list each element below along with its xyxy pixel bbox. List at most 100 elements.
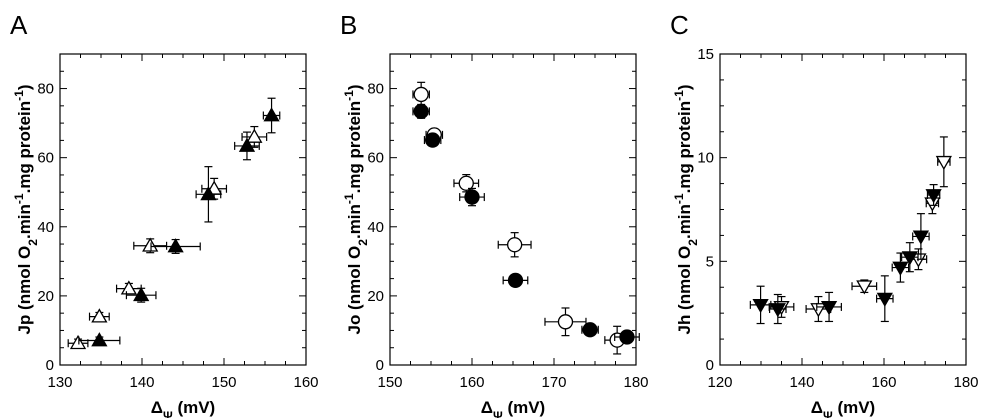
x-tick-label: 120	[707, 374, 732, 391]
data-point	[195, 166, 222, 223]
x-tick-label: 140	[129, 374, 154, 391]
filled-triangle-down-marker	[820, 301, 838, 316]
y-tick-label: 15	[697, 46, 714, 63]
open-triangle-down-marker	[935, 155, 952, 171]
series-open-triangle-up	[67, 125, 268, 350]
x-tick-label: 180	[623, 374, 648, 391]
y-tick-label: 80	[37, 81, 54, 98]
open-circle-marker	[413, 86, 429, 103]
data-point	[816, 291, 842, 323]
data-point	[234, 131, 260, 161]
filled-triangle-up-marker	[91, 332, 108, 347]
data-point	[497, 232, 532, 258]
open-triangle-up-marker	[142, 237, 159, 252]
x-tick-label: 160	[293, 374, 318, 391]
data-point	[115, 280, 142, 295]
panel-letter: C	[670, 10, 689, 40]
data-point	[769, 293, 787, 325]
filled-triangle-up-marker	[238, 137, 256, 152]
open-circle-marker	[458, 175, 474, 191]
y-tick-label: 0	[706, 357, 714, 374]
data-point	[502, 272, 529, 288]
filled-circle-marker	[464, 189, 480, 205]
filled-circle-marker	[507, 272, 524, 288]
panel-letter: A	[10, 10, 28, 40]
filled-circle-marker	[582, 322, 598, 338]
x-tick-label: 130	[47, 374, 72, 391]
series-filled-triangle-up	[78, 97, 281, 347]
data-point	[581, 322, 599, 338]
x-axis-label: ΔΨ (mV)	[151, 398, 215, 418]
data-point	[133, 237, 168, 254]
y-tick-label: 20	[37, 288, 54, 305]
filled-triangle-up-marker	[133, 286, 150, 302]
y-tick-label: 10	[697, 150, 714, 167]
data-point	[459, 187, 485, 207]
data-point	[749, 285, 772, 325]
x-axis-label: ΔΨ (mV)	[481, 398, 545, 418]
series-open-triangle-down	[768, 136, 952, 323]
series-filled-circle	[412, 103, 640, 345]
data-point	[614, 329, 640, 345]
data-point	[125, 286, 157, 303]
open-circle-marker	[506, 237, 523, 253]
data-point	[150, 238, 201, 254]
filled-circle-marker	[424, 132, 441, 148]
x-tick-label: 150	[211, 374, 236, 391]
panel-letter: B	[340, 10, 357, 40]
data-point	[876, 275, 894, 323]
plot-frame	[389, 53, 637, 366]
data-point	[262, 97, 281, 134]
y-tick-label: 20	[367, 288, 384, 305]
y-tick-label: 0	[376, 357, 384, 374]
y-axis-label: Jh (nmol O2.min-1.mg protein-1)	[672, 85, 700, 335]
filled-triangle-down-marker	[769, 303, 786, 318]
open-circle-marker	[557, 314, 574, 330]
filled-triangle-down-marker	[892, 261, 909, 276]
data-point	[851, 279, 878, 295]
panel-C: C 120 140 160 180 0 5 10 15 ΔΨ (mV) Jh (nmol O2.mi…	[670, 10, 979, 418]
y-axis-label: Jp (nmol O2.min-1.mg protein-1)	[12, 85, 40, 335]
data-point	[241, 125, 268, 148]
data-point	[924, 192, 941, 215]
plot-frame	[719, 53, 967, 366]
data-point	[67, 334, 89, 350]
filled-circle-marker	[619, 329, 635, 345]
y-tick-label: 60	[37, 150, 54, 167]
y-tick-label: 0	[46, 357, 54, 374]
x-tick-label: 180	[953, 374, 978, 391]
open-triangle-up-marker	[91, 308, 108, 323]
x-tick-label: 150	[377, 374, 402, 391]
data-point	[78, 332, 121, 347]
open-triangle-up-marker	[120, 280, 138, 295]
filled-triangle-down-marker	[901, 251, 918, 266]
y-axis-label: Jo (nmol O2.min-1.mg protein-1)	[342, 85, 370, 335]
data-point	[935, 136, 952, 188]
open-triangle-down-marker	[810, 303, 827, 318]
panel-B: B 150 160 170 180 0 20 40 60 80 ΔΨ (mV) Jo (nmol O2…	[340, 10, 649, 418]
panel-A: A 130 140 150 160 0 20 40 60 80 ΔΨ (mV) Jp (nmol O2…	[10, 10, 319, 418]
data-point	[925, 184, 942, 206]
filled-triangle-down-marker	[925, 189, 942, 204]
data-point	[88, 308, 110, 323]
series-open-circle	[412, 81, 631, 355]
x-tick-label: 160	[459, 374, 484, 391]
open-triangle-up-marker	[69, 334, 87, 350]
filled-triangle-up-marker	[167, 238, 184, 253]
y-tick-label: 40	[367, 219, 384, 236]
y-tick-label: 40	[37, 219, 54, 236]
data-point	[912, 213, 930, 260]
y-tick-label: 5	[706, 253, 714, 270]
filled-triangle-up-marker	[263, 107, 280, 122]
x-tick-label: 160	[871, 374, 896, 391]
filled-triangle-up-marker	[200, 185, 217, 201]
data-point	[412, 81, 430, 108]
y-tick-label: 60	[367, 150, 384, 167]
series-filled-triangle-down	[749, 184, 942, 325]
data-point	[901, 242, 919, 273]
data-point	[453, 173, 480, 193]
filled-triangle-down-marker	[876, 292, 893, 307]
y-tick-label: 80	[367, 81, 384, 98]
x-axis-label: ΔΨ (mV)	[811, 398, 875, 418]
